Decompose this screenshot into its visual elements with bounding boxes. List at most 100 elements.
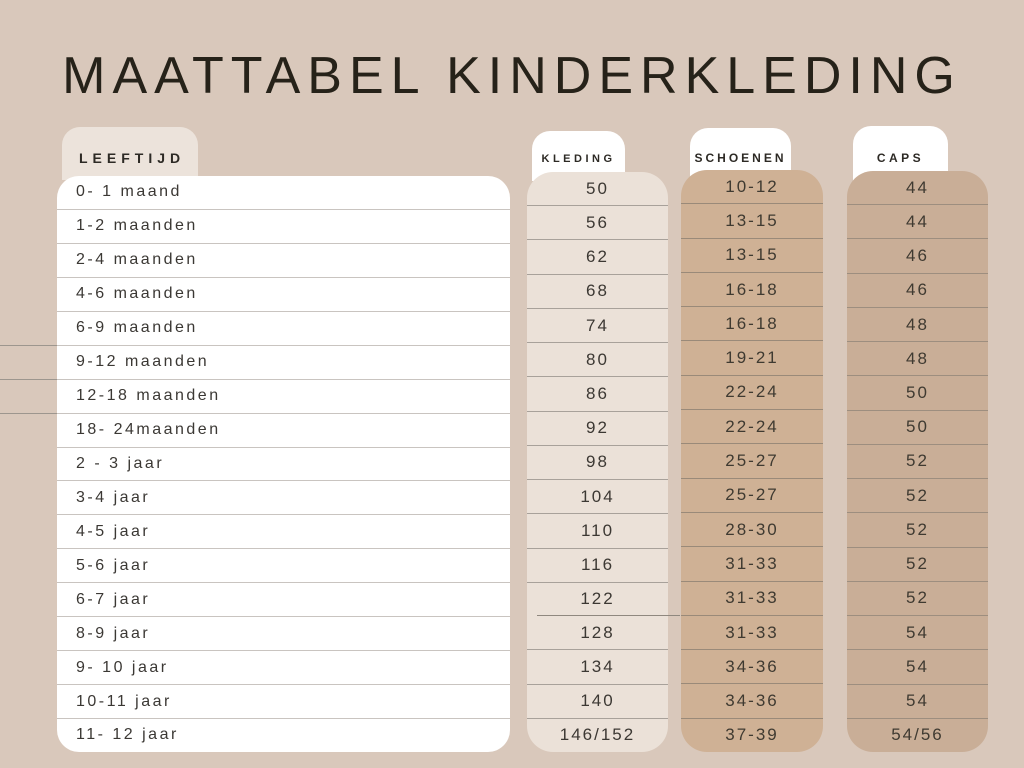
kleding-size-cell-label: 146/152	[559, 725, 636, 745]
age-row: 2 - 3 jaar	[57, 448, 510, 482]
kleding-size-cell-label: 56	[586, 212, 609, 232]
kleding-size-cell: 92	[527, 412, 668, 446]
age-row: 10-11 jaar	[57, 685, 510, 719]
row-divider-extension	[0, 345, 57, 346]
schoenen-size-cell-label: 16-18	[725, 279, 779, 299]
schoenen-size-cell: 13-15	[681, 204, 823, 239]
kleding-size-cell: 98	[527, 446, 668, 481]
caps-size-cell: 44	[847, 171, 988, 206]
kleding-size-cell-label: 62	[586, 247, 609, 267]
age-row-label: 4-5 jaar	[76, 522, 151, 540]
kleding-size-cell: 128	[527, 616, 668, 651]
kleding-size-cell: 146/152	[527, 719, 668, 752]
schoenen-size-cell: 25-27	[681, 444, 823, 479]
caps-size-cell-label: 50	[906, 383, 929, 403]
age-row: 8-9 jaar	[57, 617, 510, 652]
kleding-size-cell-label: 104	[580, 486, 615, 506]
caps-size-cell: 48	[847, 342, 988, 377]
caps-column-header: CAPS	[876, 151, 925, 165]
caps-size-cell-label: 48	[906, 314, 929, 334]
page-title: MAATTABEL KINDERKLEDING	[62, 47, 962, 105]
age-row-label: 9- 10 jaar	[76, 658, 169, 676]
age-row-label: 6-9 maanden	[76, 319, 198, 337]
kleding-size-cell-label: 50	[586, 178, 609, 198]
kleding-size-cell-label: 74	[586, 315, 609, 335]
kleding-size-cell: 134	[527, 650, 668, 685]
schoenen-size-cell-label: 13-15	[725, 210, 779, 230]
age-row-label: 11- 12 jaar	[76, 726, 179, 744]
schoenen-size-cell-label: 34-36	[725, 656, 779, 676]
schoenen-size-cell-label: 22-24	[725, 416, 779, 436]
age-row-label: 2-4 maanden	[76, 251, 198, 269]
age-row: 12-18 maanden	[57, 380, 510, 414]
schoenen-size-cell-label: 13-15	[725, 245, 779, 265]
schoenen-size-cell: 10-12	[681, 170, 823, 205]
caps-column-body: 44 44 46 46 48 48 50 50 52 52 52 52 52 54 54 54 54/56	[847, 171, 988, 752]
schoenen-size-cell: 31-33	[681, 547, 823, 582]
caps-size-cell: 54/56	[847, 719, 988, 752]
kleding-size-cell: 140	[527, 685, 668, 719]
age-row: 4-5 jaar	[57, 515, 510, 550]
kleding-size-cell-label: 116	[580, 555, 615, 575]
caps-size-cell-label: 54	[906, 691, 929, 711]
age-row: 1-2 maanden	[57, 210, 510, 244]
schoenen-size-cell: 16-18	[681, 307, 823, 342]
kleding-size-cell: 68	[527, 275, 668, 309]
kleding-size-cell: 110	[527, 514, 668, 549]
age-row-label: 5-6 jaar	[76, 556, 151, 574]
age-row-label: 18- 24maanden	[76, 421, 221, 439]
age-row-label: 3-4 jaar	[76, 488, 151, 506]
schoenen-size-cell: 16-18	[681, 273, 823, 308]
row-divider-extension	[0, 413, 57, 414]
age-row-label: 10-11 jaar	[76, 692, 172, 710]
kleding-size-cell: 50	[527, 172, 668, 207]
kleding-column-header: KLEDING	[541, 153, 616, 165]
kleding-size-cell: 86	[527, 377, 668, 412]
row-divider-extension	[0, 379, 57, 380]
age-row: 18- 24maanden	[57, 414, 510, 448]
caps-size-cell: 52	[847, 445, 988, 480]
caps-size-cell: 46	[847, 274, 988, 308]
schoenen-column-body: 10-12 13-15 13-15 16-18 16-18 19-21 22-24 22-24…	[681, 170, 823, 752]
schoenen-size-cell: 34-36	[681, 684, 823, 719]
schoenen-size-cell-label: 31-33	[725, 553, 779, 573]
kleding-size-cell: 80	[527, 343, 668, 378]
caps-size-cell-label: 52	[906, 451, 929, 471]
age-column-header: LEEFTIJD	[79, 150, 186, 166]
kleding-size-cell-label: 80	[586, 349, 609, 369]
schoenen-size-cell: 37-39	[681, 719, 823, 752]
caps-size-cell-label: 46	[906, 280, 929, 300]
kleding-size-cell: 104	[527, 480, 668, 515]
caps-size-cell: 44	[847, 205, 988, 240]
schoenen-size-cell-label: 31-33	[725, 622, 779, 642]
age-row: 11- 12 jaar	[57, 719, 510, 752]
schoenen-column-header: SCHOENEN	[694, 151, 787, 165]
kleding-size-cell: 62	[527, 240, 668, 275]
age-row: 6-9 maanden	[57, 312, 510, 346]
schoenen-size-cell-label: 16-18	[725, 313, 779, 333]
schoenen-size-cell-label: 34-36	[725, 691, 779, 711]
caps-size-cell: 50	[847, 411, 988, 445]
kleding-size-cell: 56	[527, 206, 668, 241]
schoenen-size-cell: 22-24	[681, 410, 823, 445]
age-row-label: 2 - 3 jaar	[76, 454, 165, 472]
kleding-size-cell-label: 68	[586, 281, 609, 301]
caps-size-cell-label: 52	[906, 554, 929, 574]
caps-size-cell: 52	[847, 479, 988, 514]
caps-size-cell-label: 44	[906, 177, 929, 197]
kleding-size-cell: 122	[527, 583, 668, 616]
age-row-label: 12-18 maanden	[76, 387, 221, 405]
schoenen-size-cell: 19-21	[681, 341, 823, 376]
age-row-label: 6-7 jaar	[76, 590, 151, 608]
age-row: 0- 1 maand	[57, 176, 510, 210]
schoenen-size-cell-label: 22-24	[725, 382, 779, 402]
caps-size-cell-label: 54	[906, 622, 929, 642]
caps-size-cell-label: 44	[906, 211, 929, 231]
age-row-label: 8-9 jaar	[76, 624, 151, 642]
kleding-size-cell-label: 134	[580, 656, 615, 676]
caps-size-cell-label: 52	[906, 519, 929, 539]
kleding-size-cell-label: 86	[586, 384, 609, 404]
schoenen-size-cell-label: 31-33	[725, 588, 779, 608]
row-divider-extension	[537, 615, 680, 616]
